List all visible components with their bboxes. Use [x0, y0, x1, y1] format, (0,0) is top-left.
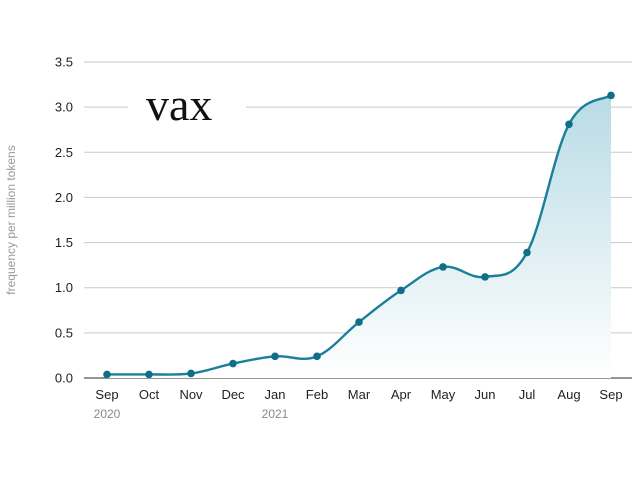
x-tick-label: Jun: [475, 387, 496, 402]
x-tick-label: Jul: [519, 387, 536, 402]
y-tick-label: 1.0: [55, 280, 73, 295]
area-fill: [107, 95, 611, 379]
y-tick-label: 3.5: [55, 55, 73, 70]
data-point: [103, 370, 111, 379]
data-point: [229, 359, 237, 368]
x-tick-label: Sep: [599, 387, 622, 402]
x-tick-label: Dec: [221, 387, 245, 402]
y-axis-label: frequency per million tokens: [4, 145, 18, 294]
x-tick-label: Feb: [306, 387, 328, 402]
y-tick-labels: 0.0 0.5 1.0 1.5 2.0 2.5 3.0 3.5: [55, 55, 73, 386]
x-tick-label: May: [431, 387, 456, 402]
y-tick-label: 2.5: [55, 145, 73, 160]
data-point: [271, 352, 279, 361]
data-point: [187, 369, 195, 378]
y-tick-label: 0.0: [55, 371, 73, 386]
data-point: [397, 286, 405, 295]
x-tick-label: Sep: [95, 387, 118, 402]
x-tick-label: Aug: [557, 387, 580, 402]
data-point: [481, 273, 489, 281]
x-tick-label: Apr: [391, 387, 412, 402]
data-points: [103, 91, 615, 379]
data-point: [523, 248, 531, 257]
x-year-label: 2020: [94, 407, 121, 421]
y-tick-label: 0.5: [55, 325, 73, 340]
x-tick-label: Jan: [265, 387, 286, 402]
x-tick-label: Mar: [348, 387, 371, 402]
y-tick-label: 2.0: [55, 190, 73, 205]
chart-title: vax: [146, 79, 212, 130]
y-tick-label: 3.0: [55, 100, 73, 115]
title-background: [128, 84, 246, 132]
data-point: [607, 91, 615, 100]
x-tick-label: Nov: [179, 387, 203, 402]
x-tick-labels: Sep Oct Nov Dec Jan Feb Mar Apr May Jun Jul Aug Sep 2…: [94, 387, 623, 421]
x-tick-label: Oct: [139, 387, 160, 402]
data-point: [439, 263, 447, 271]
data-point: [145, 370, 153, 379]
data-point: [313, 352, 321, 361]
data-point: [355, 318, 363, 326]
x-year-label: 2021: [262, 407, 289, 421]
data-point: [565, 120, 573, 129]
y-tick-label: 1.5: [55, 235, 73, 250]
